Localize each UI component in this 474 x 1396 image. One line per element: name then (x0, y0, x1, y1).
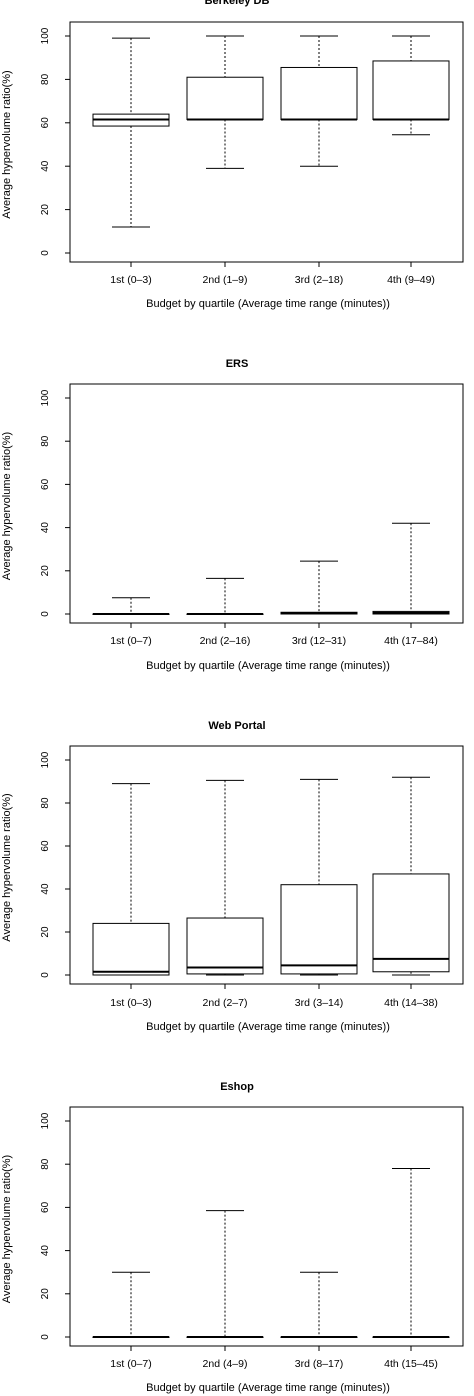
y-axis-label: Average hypervolume ratio(%) (1, 70, 13, 218)
iqr-box (186, 76, 264, 121)
y-axis-label: Average hypervolume ratio(%) (1, 1155, 13, 1303)
iqr-box (280, 66, 358, 121)
plot-frame (69, 1106, 464, 1347)
x-tick-label: 1st (0–7) (110, 1358, 151, 1370)
y-tick-label: 0 (40, 250, 51, 256)
x-tick-label: 4th (17–84) (384, 635, 438, 647)
x-tick-label: 3rd (3–14) (295, 997, 343, 1009)
boxplot-panel-3: Web Portal 0 20 40 60 80 100 Average hypervolum… (1, 720, 464, 1033)
y-tick-label: 60 (40, 1201, 51, 1213)
boxplot-panel-2: ERS 0 20 40 60 80 100 Average hypervolume ratio… (1, 358, 464, 672)
y-tick-label: 100 (40, 389, 51, 406)
y-tick-label: 80 (40, 435, 51, 447)
x-tick-label: 4th (9–49) (387, 274, 435, 286)
chart-title: Berkeley DB (205, 0, 270, 7)
y-tick-label: 60 (40, 840, 51, 852)
iqr-box (372, 60, 450, 121)
y-tick-label: 20 (40, 1288, 51, 1300)
box-1 (92, 597, 170, 615)
y-tick-label: 20 (40, 565, 51, 577)
iqr-box (372, 873, 450, 973)
chart-title: ERS (226, 358, 249, 370)
box-1 (92, 1271, 170, 1338)
y-tick-label: 20 (40, 926, 51, 938)
box-2 (186, 779, 264, 976)
x-tick-label: 4th (15–45) (384, 1358, 438, 1370)
y-axis-label: Average hypervolume ratio(%) (1, 793, 13, 941)
box-4 (372, 35, 450, 136)
y-tick-label: 40 (40, 1245, 51, 1257)
x-axis-label: Budget by quartile (Average time range (… (146, 1382, 390, 1394)
y-tick-label: 60 (40, 478, 51, 490)
x-tick-label: 3rd (12–31) (292, 635, 346, 647)
plot-frame (69, 745, 464, 985)
y-tick-label: 80 (40, 1158, 51, 1170)
box-3 (280, 1271, 358, 1338)
box-3 (280, 778, 358, 976)
y-tick-label: 40 (40, 883, 51, 895)
y-tick-label: 60 (40, 117, 51, 129)
iqr-box (186, 917, 264, 975)
x-tick-label: 4th (14–38) (384, 997, 438, 1009)
chart-title: Web Portal (208, 720, 265, 732)
y-tick-label: 0 (40, 1334, 51, 1340)
y-tick-label: 80 (40, 797, 51, 809)
box-2 (186, 1210, 264, 1338)
y-axis-label: Average hypervolume ratio(%) (1, 432, 13, 580)
iqr-box (92, 922, 170, 976)
y-tick-label: 20 (40, 204, 51, 216)
plot-frame (69, 21, 464, 263)
boxplot-panel-1: Berkeley DB 0 20 40 60 80 100 Average hypervolu… (1, 0, 464, 310)
box-4 (372, 776, 450, 976)
box-4 (372, 1168, 450, 1338)
x-axis-label: Budget by quartile (Average time range (… (146, 660, 390, 672)
y-tick-label: 0 (40, 972, 51, 978)
box-4 (372, 522, 450, 615)
x-tick-label: 1st (0–7) (110, 635, 151, 647)
box-2 (186, 35, 264, 169)
x-tick-label: 2nd (1–9) (203, 274, 248, 286)
x-tick-label: 3rd (2–18) (295, 274, 343, 286)
x-tick-label: 2nd (2–7) (203, 997, 248, 1009)
x-tick-label: 2nd (2–16) (200, 635, 251, 647)
y-tick-label: 100 (40, 27, 51, 44)
y-tick-label: 40 (40, 160, 51, 172)
y-tick-label: 40 (40, 522, 51, 534)
x-tick-label: 1st (0–3) (110, 997, 151, 1009)
x-axis-label: Budget by quartile (Average time range (… (146, 1021, 390, 1033)
boxplot-panel-4: Eshop 0 20 40 60 80 100 Average hypervolume rat… (1, 1081, 464, 1394)
plot-frame (69, 383, 464, 624)
iqr-box (280, 884, 358, 975)
box-1 (92, 37, 170, 228)
x-tick-label: 2nd (4–9) (203, 1358, 248, 1370)
y-tick-label: 0 (40, 611, 51, 617)
y-tick-label: 80 (40, 73, 51, 85)
chart-title: Eshop (220, 1081, 254, 1093)
y-tick-label: 100 (40, 1112, 51, 1129)
x-axis-label: Budget by quartile (Average time range (… (146, 298, 390, 310)
box-3 (280, 35, 358, 167)
x-tick-label: 1st (0–3) (110, 274, 151, 286)
box-1 (92, 783, 170, 976)
box-3 (280, 560, 358, 615)
box-2 (186, 577, 264, 615)
y-tick-label: 100 (40, 751, 51, 768)
x-tick-label: 3rd (8–17) (295, 1358, 343, 1370)
